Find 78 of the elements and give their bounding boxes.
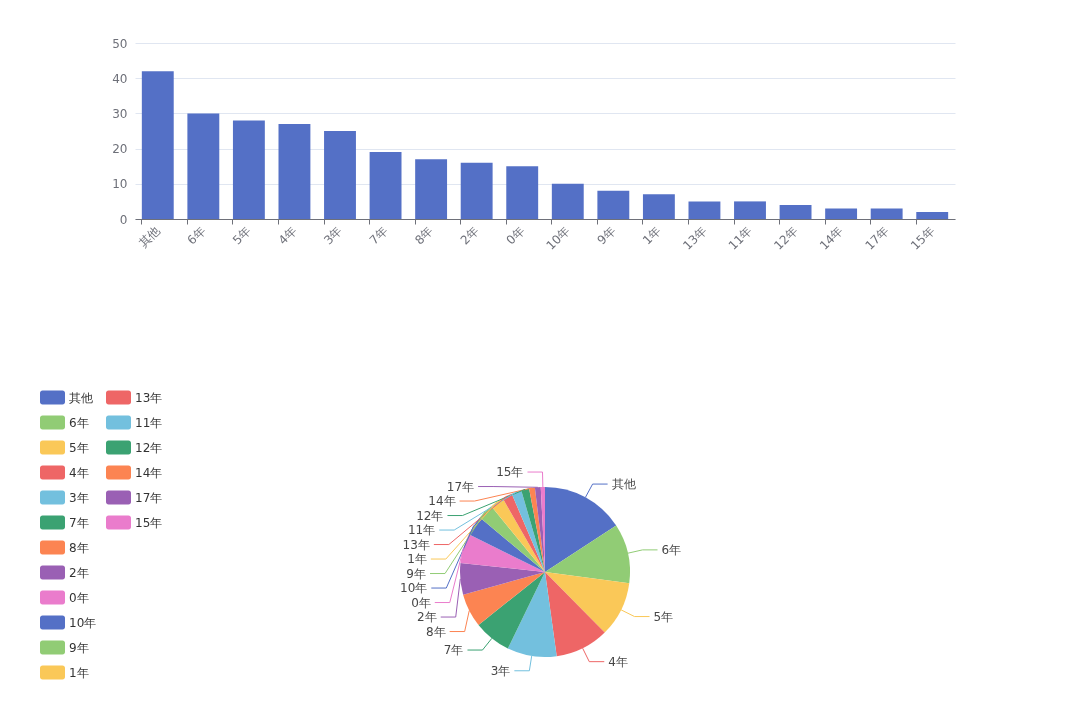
legend-label: 其他 <box>69 390 93 405</box>
x-tick-label: 10年 <box>543 223 573 253</box>
legend-label: 1年 <box>69 665 89 680</box>
slice-label: 3年 <box>490 663 511 678</box>
x-tick-label: 15年 <box>907 223 938 253</box>
slice-label: 12年 <box>416 508 444 523</box>
bar <box>688 201 721 219</box>
bar <box>369 152 402 219</box>
slice-label: 10年 <box>400 581 428 596</box>
bar <box>916 211 949 219</box>
y-tick-label: 0 <box>119 212 128 227</box>
x-tick-label: 4年 <box>275 223 300 248</box>
slice-label: 其他 <box>611 477 636 492</box>
slice-label: 5年 <box>653 609 674 624</box>
bar <box>734 201 766 219</box>
slice-label: 7年 <box>443 643 464 658</box>
x-tick-label: 2年 <box>457 223 482 248</box>
bar <box>825 208 858 219</box>
x-tick-label: 0年 <box>503 223 528 248</box>
slice-label: 9年 <box>406 566 427 581</box>
x-tick-label: 11年 <box>725 223 755 253</box>
x-tick-label: 14年 <box>816 223 847 253</box>
x-tick-label: 17年 <box>862 223 892 253</box>
slice-label: 13年 <box>402 537 430 552</box>
legend-label: 10年 <box>69 615 97 630</box>
legend-label: 2年 <box>69 565 89 580</box>
legend-label: 15年 <box>135 515 163 530</box>
x-tick-label: 6年 <box>184 223 209 248</box>
slice-label: 4年 <box>608 654 628 669</box>
x-tick-label: 9年 <box>594 223 619 248</box>
bar <box>597 190 630 219</box>
bar <box>779 204 812 219</box>
x-tick-label: 8年 <box>412 223 437 248</box>
legend-label: 7年 <box>69 515 89 530</box>
slice-label: 0年 <box>411 595 431 610</box>
bar <box>460 162 493 219</box>
legend-label: 17年 <box>135 490 163 505</box>
slice-label: 11年 <box>407 523 436 538</box>
bar <box>324 131 356 219</box>
slice-label: 8年 <box>426 624 446 639</box>
bar <box>278 123 311 219</box>
y-tick-label: 20 <box>112 142 128 157</box>
y-tick-label: 50 <box>112 36 128 51</box>
legend-label: 13年 <box>135 390 163 405</box>
legend-label: 5年 <box>69 440 89 455</box>
slice-label: 1年 <box>407 552 427 567</box>
bar <box>870 208 903 219</box>
legend-label: 14年 <box>135 465 163 480</box>
y-tick-label: 10 <box>112 177 128 192</box>
bar <box>187 113 220 219</box>
legend-label: 6年 <box>69 415 89 430</box>
bar <box>415 159 448 219</box>
legend-label: 11年 <box>135 415 163 430</box>
x-tick-label: 5年 <box>230 223 254 248</box>
slice-label: 2年 <box>417 610 437 625</box>
legend-label: 12年 <box>135 440 163 455</box>
bar <box>506 166 539 219</box>
legend-label: 4年 <box>69 465 89 480</box>
x-tick-label: 12年 <box>771 223 801 253</box>
slice-label: 6年 <box>661 542 682 557</box>
slice-label: 17年 <box>446 479 475 494</box>
legend-label: 8年 <box>69 540 89 555</box>
slice-label: 15年 <box>496 465 524 480</box>
legend-label: 0年 <box>69 590 89 605</box>
legend-label: 3年 <box>69 490 89 505</box>
legend-label: 9年 <box>69 640 89 655</box>
slice-label: 14年 <box>428 494 456 509</box>
x-tick-label: 其他 <box>135 223 163 251</box>
bar <box>551 183 584 219</box>
bar <box>141 71 174 219</box>
x-tick-label: 1年 <box>640 223 664 248</box>
y-tick-label: 40 <box>112 71 128 86</box>
x-tick-label: 3年 <box>321 223 345 248</box>
bar <box>232 120 265 219</box>
bar <box>642 194 675 219</box>
x-tick-label: 13年 <box>680 223 710 253</box>
x-tick-label: 7年 <box>366 223 391 248</box>
y-tick-label: 30 <box>112 106 128 121</box>
